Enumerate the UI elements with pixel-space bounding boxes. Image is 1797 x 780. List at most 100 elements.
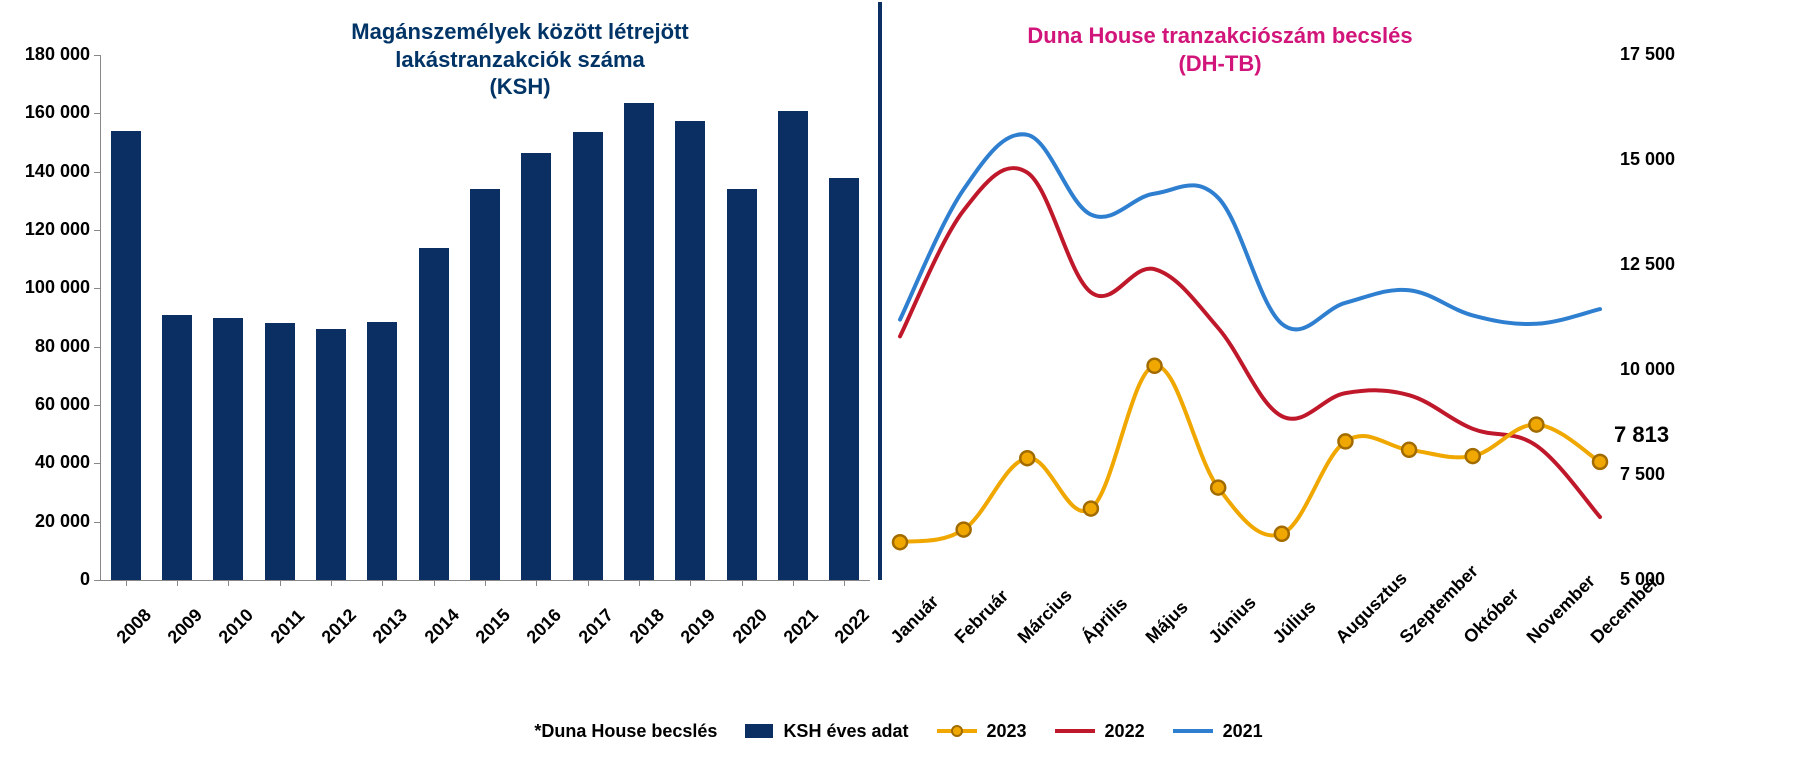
x-tick-label: 2017 bbox=[574, 605, 617, 648]
y-tick-label: 100 000 bbox=[5, 277, 90, 298]
x-tick-label: 2021 bbox=[780, 605, 823, 648]
y-tick-label: 60 000 bbox=[5, 394, 90, 415]
x-tick-label: Január bbox=[887, 591, 944, 648]
y-tick-label: 180 000 bbox=[5, 44, 90, 65]
bar bbox=[470, 189, 500, 580]
x-tick-label: 2012 bbox=[318, 605, 361, 648]
x-tick-label: 2014 bbox=[420, 605, 463, 648]
bar bbox=[624, 103, 654, 580]
y-tick-label: 40 000 bbox=[5, 452, 90, 473]
legend-label: 2021 bbox=[1223, 721, 1263, 742]
bar bbox=[778, 111, 808, 580]
legend-swatch-line bbox=[1055, 729, 1095, 733]
x-tick bbox=[536, 580, 537, 586]
series-marker-2023 bbox=[1275, 527, 1289, 541]
legend-swatch-bar bbox=[745, 724, 773, 738]
legend-label: KSH éves adat bbox=[783, 721, 908, 742]
x-tick bbox=[485, 580, 486, 586]
series-marker-2023 bbox=[1529, 418, 1543, 432]
series-marker-2023 bbox=[1466, 449, 1480, 463]
x-tick bbox=[331, 580, 332, 586]
series-marker-2023 bbox=[1402, 443, 1416, 457]
legend-item: KSH éves adat bbox=[745, 721, 908, 742]
series-marker-2023 bbox=[1020, 451, 1034, 465]
x-tick-label: 2010 bbox=[215, 605, 258, 648]
series-line-2022 bbox=[900, 168, 1600, 517]
series-marker-2023 bbox=[1338, 434, 1352, 448]
y-tick-label: 80 000 bbox=[5, 336, 90, 357]
panel-divider bbox=[878, 2, 882, 580]
series-marker-2023 bbox=[1084, 502, 1098, 516]
bar bbox=[521, 153, 551, 580]
x-tick bbox=[177, 580, 178, 586]
y-tick-label: 7 500 bbox=[1620, 464, 1705, 485]
y-tick-label: 17 500 bbox=[1620, 44, 1705, 65]
legend-label: 2022 bbox=[1105, 721, 1145, 742]
bar bbox=[367, 322, 397, 580]
y-tick-label: 15 000 bbox=[1620, 149, 1705, 170]
series-marker-2023 bbox=[957, 523, 971, 537]
x-tick-label: Február bbox=[950, 586, 1012, 648]
bar bbox=[316, 329, 346, 580]
legend-label: *Duna House becslés bbox=[534, 721, 717, 742]
x-tick-label: November bbox=[1523, 571, 1600, 648]
y-tick-label: 20 000 bbox=[5, 511, 90, 532]
series-marker-2023 bbox=[1148, 359, 1162, 373]
series-marker-2023 bbox=[1211, 481, 1225, 495]
x-tick-label: Október bbox=[1459, 584, 1523, 648]
y-tick-label: 0 bbox=[5, 569, 90, 590]
x-tick bbox=[742, 580, 743, 586]
bar bbox=[419, 248, 449, 580]
x-tick-label: 2018 bbox=[626, 605, 669, 648]
legend-item: 2021 bbox=[1173, 721, 1263, 742]
x-tick bbox=[434, 580, 435, 586]
series-line-2021 bbox=[900, 134, 1600, 329]
x-tick bbox=[639, 580, 640, 586]
y-tick-label: 140 000 bbox=[5, 161, 90, 182]
legend-item: 2023 bbox=[937, 721, 1027, 742]
x-tick-label: 2015 bbox=[472, 605, 515, 648]
legend: *Duna House becslés KSH éves adat 2023 2022… bbox=[0, 720, 1797, 742]
x-tick-label: 2020 bbox=[728, 605, 771, 648]
bar-chart-plot bbox=[100, 55, 870, 580]
x-tick bbox=[382, 580, 383, 586]
bar bbox=[265, 323, 295, 580]
x-tick bbox=[793, 580, 794, 586]
series-marker-2023 bbox=[893, 535, 907, 549]
y-tick-label: 160 000 bbox=[5, 102, 90, 123]
x-tick-label: Június bbox=[1205, 592, 1261, 648]
legend-item: *Duna House becslés bbox=[534, 721, 717, 742]
x-tick-label: Április bbox=[1077, 593, 1131, 647]
x-tick-label: Július bbox=[1268, 596, 1320, 648]
legend-marker-dot bbox=[951, 725, 963, 737]
bar bbox=[829, 178, 859, 581]
chart-container: { "canvas": { "width": 1797, "height": 7… bbox=[0, 0, 1797, 780]
y-tick-label: 12 500 bbox=[1620, 254, 1705, 275]
x-tick bbox=[588, 580, 589, 586]
legend-swatch-line bbox=[937, 729, 977, 733]
bar bbox=[111, 131, 141, 580]
x-tick bbox=[690, 580, 691, 586]
x-tick bbox=[228, 580, 229, 586]
x-tick-label: 2008 bbox=[112, 605, 155, 648]
x-tick-label: 2016 bbox=[523, 605, 566, 648]
title-line: Duna House tranzakciószám becslés bbox=[940, 22, 1500, 50]
x-tick-label: 2022 bbox=[831, 605, 874, 648]
legend-label: 2023 bbox=[987, 721, 1027, 742]
bar bbox=[573, 132, 603, 580]
x-tick-label: 2009 bbox=[164, 605, 207, 648]
x-tick bbox=[126, 580, 127, 586]
title-line: Magánszemélyek között létrejött bbox=[270, 18, 770, 46]
x-tick-label: Március bbox=[1014, 585, 1077, 648]
y-axis bbox=[100, 55, 101, 580]
line-chart-svg bbox=[890, 55, 1700, 580]
series-line-2023 bbox=[900, 366, 1600, 543]
legend-swatch-line bbox=[1173, 729, 1213, 733]
x-tick bbox=[844, 580, 845, 586]
x-tick-label: 2019 bbox=[677, 605, 720, 648]
bar bbox=[162, 315, 192, 580]
y-tick-label: 120 000 bbox=[5, 219, 90, 240]
series-end-label: 7 813 bbox=[1614, 422, 1669, 448]
x-tick-label: Május bbox=[1141, 597, 1192, 648]
x-tick bbox=[280, 580, 281, 586]
